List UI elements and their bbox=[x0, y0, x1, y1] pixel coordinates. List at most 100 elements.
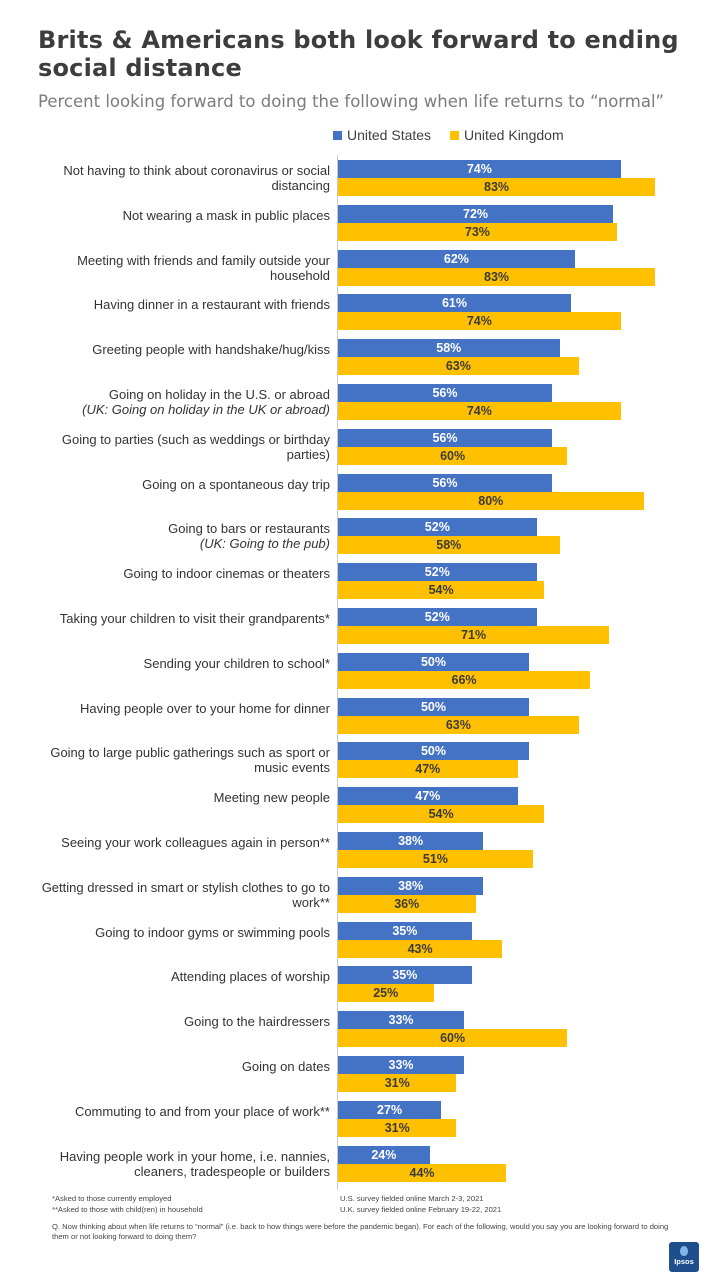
bar-uk bbox=[338, 536, 560, 555]
footnote-us-fielded: U.S. survey fielded online March 2-3, 20… bbox=[340, 1194, 484, 1203]
bar-value-label-uk: 74% bbox=[466, 314, 492, 329]
category-label: Greeting people with handshake/hug/kiss bbox=[30, 342, 330, 357]
bar-value-label-us: 38% bbox=[398, 834, 424, 848]
bar-uk bbox=[338, 222, 617, 241]
bar-value-label-uk: 25% bbox=[373, 986, 399, 1001]
category-label: Going to the hairdressers bbox=[30, 1014, 330, 1029]
bar-uk bbox=[338, 760, 518, 779]
bar-value-label-us: 35% bbox=[392, 923, 418, 938]
category-label: Meeting with friends and family outside … bbox=[30, 253, 330, 283]
bar-value-label-uk: 73% bbox=[464, 224, 490, 239]
bar-value-label-us: 24% bbox=[371, 1147, 397, 1162]
bar-value-label-uk: 83% bbox=[484, 180, 510, 194]
bar-value-label-uk: 54% bbox=[428, 583, 454, 598]
bar-value-label-us: 35% bbox=[392, 968, 418, 983]
bar-value-label-us: 33% bbox=[388, 1058, 414, 1072]
bar-uk bbox=[338, 1118, 457, 1137]
category-label-text: Having dinner in a restaurant with frien… bbox=[93, 297, 330, 313]
bar-uk bbox=[338, 178, 656, 196]
category-label-text: Attending places of worship bbox=[171, 969, 330, 985]
category-label: Having people work in your home, i.e. na… bbox=[30, 1149, 330, 1179]
category-label: Going to large public gatherings such as… bbox=[30, 745, 330, 775]
bar-us bbox=[338, 1145, 430, 1164]
category-label-note: (UK: Going to the pub) bbox=[199, 536, 330, 552]
bar-value-label-us: 52% bbox=[424, 520, 450, 535]
bar-value-label-us: 50% bbox=[420, 744, 447, 759]
category-label-text: Meeting new people bbox=[213, 790, 330, 806]
category-label: Having dinner in a restaurant with frien… bbox=[30, 297, 330, 312]
bar-us bbox=[338, 473, 552, 492]
bar-value-label-uk: 31% bbox=[384, 1076, 410, 1090]
legend-item-uk: United Kingdom bbox=[450, 127, 564, 143]
bar-value-label-us: 61% bbox=[441, 296, 468, 311]
category-label-text: Commuting to and from your place of work… bbox=[74, 1103, 330, 1119]
bar-uk bbox=[338, 1163, 507, 1182]
bar-value-label-us: 47% bbox=[415, 789, 441, 804]
bar-value-label-us: 74% bbox=[466, 162, 492, 176]
bar-value-label-uk: 44% bbox=[409, 1165, 435, 1180]
category-label: Going to parties (such as weddings or bi… bbox=[30, 432, 330, 462]
bar-value-label-us: 56% bbox=[432, 386, 458, 400]
bar-value-label-uk: 80% bbox=[478, 493, 504, 508]
bar-value-label-us: 27% bbox=[377, 1102, 403, 1117]
category-label: Attending places of worship bbox=[30, 969, 330, 984]
category-label-text: Greeting people with handshake/hug/kiss bbox=[92, 342, 330, 358]
bar-us bbox=[338, 652, 529, 671]
category-label-text: Going on holiday in the U.S. or abroad bbox=[108, 387, 330, 402]
bar-us bbox=[338, 204, 614, 223]
bar-us bbox=[338, 384, 552, 402]
category-label: Sending your children to school* bbox=[30, 656, 330, 671]
category-label-text: Going to bars or restaurants bbox=[168, 521, 330, 537]
bar-value-label-us: 56% bbox=[432, 475, 458, 490]
category-label-note: (UK: Going on holiday in the UK or abroa… bbox=[82, 402, 330, 417]
bar-uk bbox=[338, 626, 610, 644]
legend-item-us: United States bbox=[333, 127, 431, 143]
category-label: Going on holiday in the U.S. or abroad (U… bbox=[30, 387, 330, 417]
category-label-text: Going to the hairdressers bbox=[184, 1014, 330, 1030]
bar-us bbox=[338, 249, 575, 268]
bar-uk bbox=[338, 581, 545, 600]
bar-value-label-uk: 60% bbox=[440, 1031, 466, 1046]
bar-us bbox=[338, 339, 560, 358]
bar-value-label-uk: 63% bbox=[445, 717, 471, 732]
bar-value-label-us: 56% bbox=[432, 430, 458, 445]
legend-swatch-uk bbox=[450, 130, 459, 140]
bar-us bbox=[338, 921, 472, 940]
bar-uk bbox=[338, 491, 644, 510]
bar-value-label-us: 52% bbox=[424, 565, 450, 580]
ipsos-logo: Ipsos bbox=[669, 1242, 699, 1272]
bar-value-label-us: 50% bbox=[420, 654, 447, 669]
bar-us bbox=[338, 294, 572, 313]
bar-value-label-us: 52% bbox=[424, 610, 450, 624]
category-label: Going to indoor gyms or swimming pools bbox=[30, 925, 330, 940]
bar-us bbox=[338, 518, 537, 537]
bar-uk bbox=[338, 984, 434, 1003]
category-label-text: Going on dates bbox=[241, 1059, 330, 1074]
category-label-text: Sending your children to school* bbox=[143, 655, 330, 671]
category-label: Commuting to and from your place of work… bbox=[30, 1104, 330, 1119]
bar-value-label-uk: 58% bbox=[436, 538, 462, 553]
bar-value-label-us: 33% bbox=[388, 1013, 414, 1028]
category-label-text: Taking your children to visit their gran… bbox=[59, 611, 330, 626]
bar-value-label-us: 50% bbox=[420, 699, 447, 714]
bar-uk bbox=[338, 1074, 457, 1092]
bar-uk bbox=[338, 1029, 568, 1048]
bar-value-label-uk: 31% bbox=[384, 1120, 410, 1135]
bar-value-label-uk: 60% bbox=[440, 448, 466, 463]
bar-uk bbox=[338, 670, 591, 689]
category-label-text: Going to large public gatherings such as… bbox=[50, 745, 330, 776]
category-label-text: Not wearing a mask in public places bbox=[122, 207, 330, 223]
category-label: Going on a spontaneous day trip bbox=[30, 477, 330, 492]
category-label: Taking your children to visit their gran… bbox=[30, 611, 330, 626]
bar-value-label-uk: 51% bbox=[422, 852, 448, 866]
legend-swatch-us bbox=[333, 130, 342, 140]
category-label-text: Getting dressed in smart or stylish clot… bbox=[41, 879, 330, 910]
bar-value-label-us: 72% bbox=[463, 206, 489, 221]
bar-uk bbox=[338, 357, 579, 376]
category-label-text: Seeing your work colleagues again in per… bbox=[61, 835, 330, 850]
bar-value-label-uk: 47% bbox=[415, 762, 441, 777]
bar-uk bbox=[338, 312, 621, 331]
category-label: Not having to think about coronavirus or… bbox=[30, 163, 330, 193]
category-label: Seeing your work colleagues again in per… bbox=[30, 835, 330, 850]
bar-uk bbox=[338, 402, 621, 420]
